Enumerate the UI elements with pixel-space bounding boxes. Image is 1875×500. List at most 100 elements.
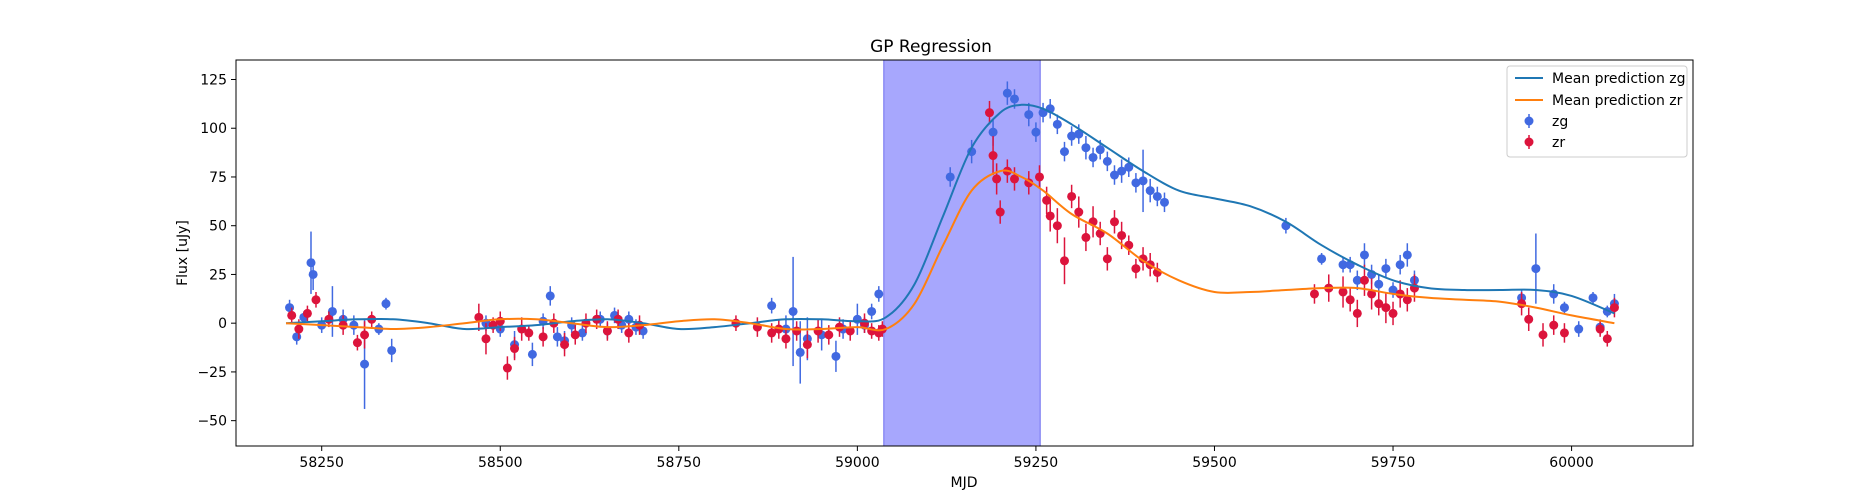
zg-point bbox=[1131, 178, 1141, 188]
zr-point bbox=[1042, 195, 1052, 205]
zr-point bbox=[1052, 221, 1062, 231]
zr-point bbox=[1034, 172, 1044, 182]
zr-point bbox=[1309, 289, 1319, 299]
x-axis-label: MJD bbox=[951, 475, 978, 491]
zg-point bbox=[1009, 94, 1019, 104]
legend-swatch-zr-marker bbox=[1524, 137, 1534, 147]
zg-point bbox=[292, 332, 302, 342]
zr-point bbox=[1345, 295, 1355, 305]
zr-point bbox=[1067, 191, 1077, 201]
zr-point bbox=[1352, 308, 1362, 318]
zg-point bbox=[1059, 147, 1069, 157]
zr-point bbox=[767, 328, 777, 338]
zg-point bbox=[988, 127, 998, 137]
x-tick-label: 59750 bbox=[1371, 455, 1416, 471]
x-tick-label: 58500 bbox=[478, 455, 523, 471]
zr-point bbox=[1338, 287, 1348, 297]
zg-point bbox=[1067, 131, 1077, 141]
zg-point bbox=[306, 258, 316, 268]
zr-point bbox=[1109, 217, 1119, 227]
zg-point bbox=[945, 172, 955, 182]
zg-point bbox=[867, 306, 877, 316]
zg-point bbox=[327, 306, 337, 316]
zr-point bbox=[1402, 295, 1412, 305]
zg-point bbox=[1138, 176, 1148, 186]
y-tick-label: −25 bbox=[197, 365, 227, 381]
zr-point bbox=[1538, 330, 1548, 340]
zg-point bbox=[285, 303, 295, 313]
legend-label-zg: zg bbox=[1552, 114, 1568, 130]
chart-title: GP Regression bbox=[870, 37, 992, 57]
zg-point bbox=[552, 332, 562, 342]
zg-point bbox=[1145, 186, 1155, 196]
zg-point bbox=[1559, 303, 1569, 313]
legend: Mean prediction zg Mean prediction zr zg… bbox=[1506, 65, 1688, 158]
y-tick-label: 100 bbox=[200, 121, 227, 137]
zg-point bbox=[1117, 166, 1127, 176]
zr-point bbox=[992, 174, 1002, 184]
zg-point bbox=[1102, 156, 1112, 166]
zg-point bbox=[1574, 324, 1584, 334]
zg-point bbox=[1109, 170, 1119, 180]
zr-point bbox=[352, 338, 362, 348]
zr-point bbox=[624, 328, 634, 338]
zg-point bbox=[1124, 162, 1134, 172]
zr-point bbox=[995, 207, 1005, 217]
zg-point bbox=[1352, 275, 1362, 285]
mean-prediction-zr-line bbox=[285, 169, 1615, 332]
zr-point bbox=[1059, 256, 1069, 266]
zr-point bbox=[1559, 328, 1569, 338]
zg-point bbox=[349, 320, 359, 330]
zr-point bbox=[1074, 207, 1084, 217]
zr-point bbox=[984, 108, 994, 118]
zr-point bbox=[502, 363, 512, 373]
legend-label-zr-line: Mean prediction zr bbox=[1552, 93, 1683, 109]
zg-point bbox=[1588, 293, 1598, 303]
zr-point bbox=[792, 326, 802, 336]
zr-point bbox=[294, 324, 304, 334]
y-tick-label: 75 bbox=[209, 170, 227, 186]
zr-point bbox=[287, 310, 297, 320]
x-tick-label: 60000 bbox=[1549, 455, 1594, 471]
legend-box bbox=[1506, 65, 1688, 158]
y-axis-label: Flux [uJy] bbox=[175, 220, 191, 286]
zr-point bbox=[474, 312, 484, 322]
legend-swatch-zg-marker bbox=[1524, 116, 1534, 126]
plot-frame bbox=[235, 59, 1694, 447]
zg-point bbox=[767, 301, 777, 311]
shaded-region-layer bbox=[883, 59, 1041, 447]
x-tick-label: 59250 bbox=[1014, 455, 1059, 471]
x-tick-label: 59500 bbox=[1192, 455, 1237, 471]
x-tick-label: 58250 bbox=[299, 455, 344, 471]
zg-point bbox=[1002, 88, 1012, 98]
zr-point bbox=[860, 318, 870, 328]
zr-point bbox=[1131, 264, 1141, 274]
zr-point bbox=[1602, 334, 1612, 344]
zg-point bbox=[1359, 250, 1369, 260]
mean-prediction-zg-line bbox=[285, 103, 1615, 331]
zr-point bbox=[1388, 308, 1398, 318]
zg-point bbox=[1088, 152, 1098, 162]
zr-point bbox=[1524, 314, 1534, 324]
zr-point bbox=[1081, 232, 1091, 242]
zr-point bbox=[360, 330, 370, 340]
zr-point bbox=[538, 332, 548, 342]
zg-point bbox=[1395, 260, 1405, 270]
zg-point bbox=[308, 269, 318, 279]
legend-label-zg-line: Mean prediction zg bbox=[1552, 71, 1686, 87]
zg-point bbox=[795, 347, 805, 357]
zg-point bbox=[1317, 254, 1327, 264]
zr-point bbox=[1117, 230, 1127, 240]
zr-point bbox=[324, 314, 334, 324]
zr-point bbox=[560, 340, 570, 350]
zr-point bbox=[813, 326, 823, 336]
zr-point bbox=[1102, 254, 1112, 264]
legend-label-zr: zr bbox=[1552, 135, 1565, 151]
zr-point bbox=[481, 334, 491, 344]
y-axis: −50 −25 0 25 50 75 100 125 bbox=[197, 72, 236, 430]
zg-point bbox=[1074, 129, 1084, 139]
zr-point bbox=[1609, 303, 1619, 313]
x-tick-label: 58750 bbox=[657, 455, 702, 471]
y-tick-label: 0 bbox=[218, 316, 227, 332]
